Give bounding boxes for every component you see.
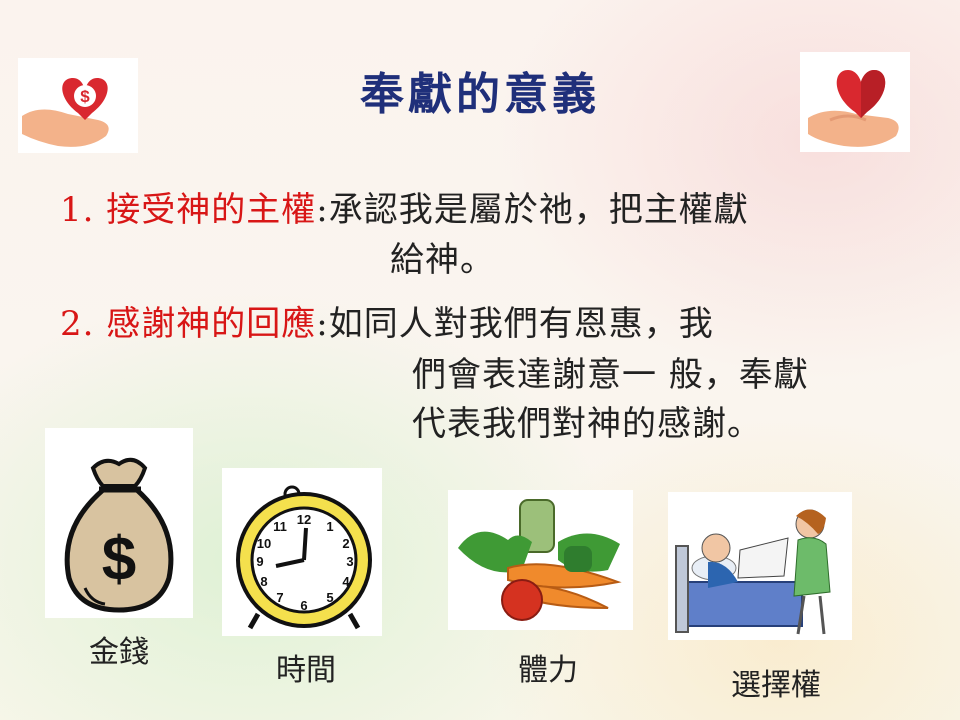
svg-text:8: 8: [260, 574, 267, 589]
heart-hand-icon-right: [800, 52, 910, 152]
svg-text:12: 12: [297, 512, 311, 527]
caption-choice: 選擇權: [731, 668, 821, 703]
slide-title: 奉獻的意義: [360, 69, 600, 120]
caption-strength: 體力: [518, 653, 578, 688]
svg-text:3: 3: [346, 554, 353, 569]
point-2: 2. 感謝神的回應:如同人對我們有恩惠，我: [60, 296, 714, 345]
point-1-line-1: 承認我是屬於祂，把主權獻: [328, 190, 749, 230]
svg-text:4: 4: [342, 574, 350, 589]
heart-hand-icon-left: $: [18, 58, 138, 153]
svg-text:9: 9: [256, 554, 263, 569]
caption-time: 時間: [276, 653, 336, 688]
bedside-visit-icon: [668, 492, 852, 640]
svg-text:6: 6: [300, 598, 307, 613]
money-bag-icon: $: [45, 428, 193, 618]
svg-text:11: 11: [273, 519, 287, 534]
point-2-line-1: 如同人對我們有恩惠，我: [328, 304, 714, 344]
svg-text:$: $: [80, 87, 90, 106]
point-2-colon: :: [316, 304, 329, 344]
svg-text:1: 1: [326, 519, 333, 534]
svg-text:7: 7: [276, 590, 283, 605]
svg-text:10: 10: [257, 536, 271, 551]
svg-text:2: 2: [342, 536, 349, 551]
point-1-heading: 接受神的主權: [106, 190, 317, 230]
point-1-line-2: 給神。: [390, 240, 495, 280]
point-2-heading: 感謝神的回應: [106, 304, 317, 344]
point-2-line-3: 代表我們對神的感謝。: [412, 404, 762, 444]
point-1-colon: :: [316, 190, 329, 230]
point-2-line-2: 們會表達謝意一 般，奉獻: [412, 355, 809, 395]
svg-text:5: 5: [326, 590, 333, 605]
vegetables-icon: [448, 490, 633, 630]
point-1: 1. 接受神的主權:承認我是屬於祂，把主權獻: [60, 182, 749, 231]
svg-text:$: $: [102, 525, 136, 594]
point-1-number: 1.: [60, 190, 95, 230]
caption-money: 金錢: [89, 635, 149, 670]
point-2-number: 2.: [60, 304, 95, 344]
